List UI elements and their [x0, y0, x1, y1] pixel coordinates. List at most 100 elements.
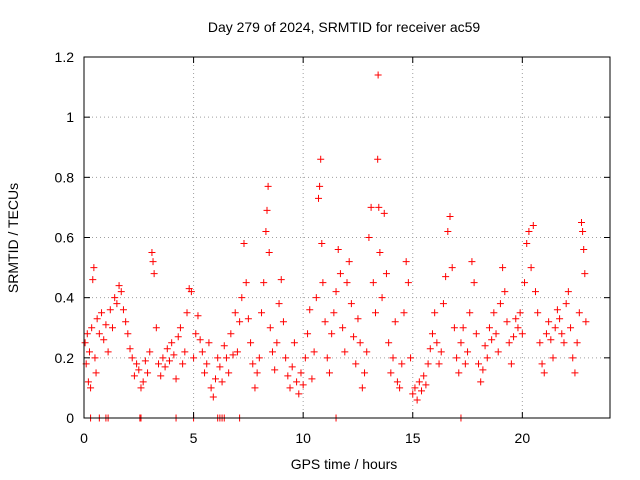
- data-point: [411, 384, 419, 392]
- data-point: [126, 345, 134, 353]
- data-point: [293, 378, 301, 386]
- data-point: [516, 309, 524, 317]
- data-point: [428, 330, 436, 338]
- data-point: [481, 342, 489, 350]
- data-point: [400, 309, 408, 317]
- data-point: [450, 324, 458, 332]
- data-point: [571, 369, 579, 377]
- data-point: [499, 264, 507, 272]
- data-point: [347, 300, 355, 308]
- data-point: [161, 363, 169, 371]
- data-point: [407, 354, 415, 362]
- data-point: [163, 345, 171, 353]
- data-point: [168, 339, 176, 347]
- y-tick-label: 1.2: [55, 49, 75, 65]
- data-point: [203, 360, 211, 368]
- data-point: [391, 318, 399, 326]
- data-point: [503, 318, 511, 326]
- data-point: [350, 333, 358, 341]
- data-point: [183, 309, 191, 317]
- data-point: [538, 360, 546, 368]
- data-point: [187, 288, 195, 296]
- data-point: [437, 348, 445, 356]
- data-point: [174, 333, 182, 341]
- data-point: [212, 375, 219, 383]
- y-tick-label: 0.6: [55, 230, 75, 246]
- data-point: [258, 309, 266, 317]
- data-point: [268, 348, 276, 356]
- data-point: [470, 279, 478, 287]
- data-point: [205, 339, 213, 347]
- data-point: [297, 369, 305, 377]
- data-point: [316, 182, 324, 190]
- data-point: [284, 372, 292, 380]
- data-point: [542, 330, 550, 338]
- data-point: [492, 330, 500, 338]
- data-point: [148, 249, 156, 257]
- data-point: [525, 227, 533, 235]
- data-point: [157, 372, 165, 380]
- data-point: [483, 354, 491, 362]
- data-point: [119, 306, 127, 314]
- data-point: [404, 279, 412, 287]
- data-point: [356, 339, 364, 347]
- data-point: [439, 300, 447, 308]
- data-point: [310, 348, 318, 356]
- data-point: [385, 339, 393, 347]
- data-point: [209, 393, 217, 401]
- data-point: [363, 348, 371, 356]
- data-point: [301, 354, 309, 362]
- data-point: [551, 324, 559, 332]
- x-axis-label: GPS time / hours: [291, 456, 398, 472]
- data-point: [581, 270, 589, 278]
- data-point: [435, 360, 443, 368]
- data-point: [227, 330, 235, 338]
- data-point: [339, 324, 347, 332]
- data-point: [490, 309, 498, 317]
- data-point: [549, 354, 557, 362]
- data-point: [214, 354, 222, 362]
- data-point: [567, 324, 575, 332]
- data-point: [448, 264, 456, 272]
- data-point: [361, 369, 369, 377]
- data-point: [396, 384, 404, 392]
- data-point: [198, 348, 206, 356]
- data-point: [106, 306, 114, 314]
- data-point: [540, 369, 548, 377]
- data-point: [387, 369, 395, 377]
- data-point: [531, 288, 539, 296]
- data-point: [354, 315, 362, 323]
- data-point: [216, 363, 224, 371]
- data-point: [365, 234, 373, 241]
- x-tick-label: 15: [405, 430, 421, 446]
- data-point: [389, 354, 397, 362]
- data-point: [144, 369, 152, 377]
- data-point: [545, 318, 553, 326]
- data-point: [275, 300, 283, 308]
- data-point: [475, 360, 482, 368]
- data-point: [225, 369, 233, 377]
- data-point: [501, 288, 509, 296]
- data-point: [477, 378, 485, 386]
- data-point: [345, 258, 353, 266]
- data-point: [325, 369, 333, 377]
- data-point: [485, 324, 493, 332]
- data-point: [165, 357, 173, 365]
- data-point: [317, 155, 325, 163]
- data-point: [479, 366, 487, 374]
- data-point: [578, 218, 586, 226]
- chart-title: Day 279 of 2024, SRMTID for receiver ac5…: [208, 19, 481, 35]
- data-point: [442, 273, 450, 281]
- data-point: [273, 339, 281, 347]
- data-point: [398, 360, 406, 368]
- data-point: [176, 324, 184, 332]
- data-point: [196, 336, 204, 344]
- data-point: [547, 336, 555, 344]
- data-point: [249, 360, 257, 368]
- data-point: [104, 348, 112, 356]
- data-point: [573, 339, 581, 347]
- data-point: [376, 249, 384, 257]
- data-point: [415, 378, 423, 386]
- data-point: [282, 354, 290, 362]
